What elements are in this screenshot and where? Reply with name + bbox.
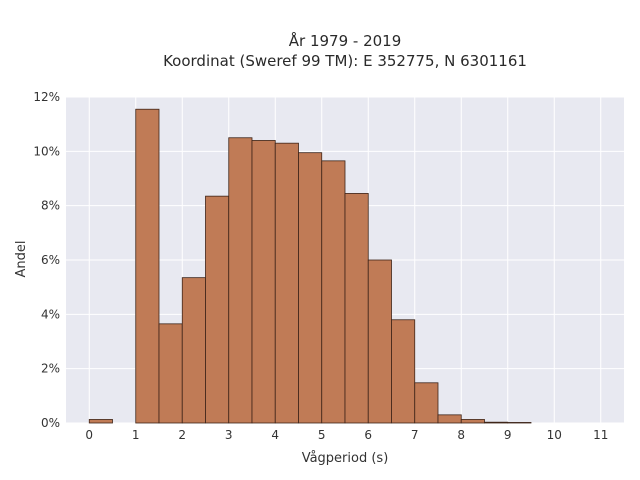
x-tick-label: 6 (364, 428, 372, 442)
histogram-bar (367, 259, 392, 424)
histogram-bar (158, 323, 183, 424)
y-tick-label: 6% (41, 253, 60, 267)
histogram-bar (251, 140, 276, 424)
x-tick-label: 8 (457, 428, 465, 442)
x-tick-label: 11 (593, 428, 608, 442)
histogram-bar (344, 193, 369, 424)
bars (88, 108, 532, 424)
y-tick-label: 4% (41, 307, 60, 321)
histogram-bar (391, 319, 416, 424)
x-tick-label: 7 (411, 428, 419, 442)
y-tick-label: 2% (41, 362, 60, 376)
y-tick-label: 0% (41, 416, 60, 430)
x-tick-labels: 0 1 2 3 4 5 6 7 8 9 10 11 (85, 428, 608, 442)
histogram-bar (228, 137, 253, 424)
y-axis-label: Andel (14, 241, 29, 278)
histogram-bar (484, 421, 509, 424)
x-tick-label: 5 (318, 428, 326, 442)
chart-subtitle: Koordinat (Sweref 99 TM): E 352775, N 63… (163, 52, 527, 70)
histogram-bar (414, 382, 439, 424)
histogram-bar (135, 108, 160, 424)
histogram-bar (274, 142, 299, 424)
y-tick-labels: 0% 2% 4% 6% 8% 10% 12% (33, 90, 60, 430)
x-tick-label: 3 (225, 428, 233, 442)
histogram-bar (205, 195, 230, 424)
histogram-bar (321, 160, 346, 424)
x-tick-label: 10 (547, 428, 562, 442)
x-tick-label: 0 (85, 428, 93, 442)
chart-title: År 1979 - 2019 (289, 31, 402, 50)
x-tick-label: 9 (504, 428, 512, 442)
y-tick-label: 10% (33, 144, 60, 158)
x-tick-label: 1 (132, 428, 140, 442)
histogram-bar (181, 277, 206, 424)
y-tick-label: 8% (41, 199, 60, 213)
x-axis-label: Vågperiod (s) (302, 451, 389, 466)
x-tick-label: 4 (271, 428, 279, 442)
histogram-bar (298, 152, 323, 424)
histogram-bar (507, 422, 532, 424)
histogram-bar (88, 419, 113, 424)
histogram-bar (460, 419, 485, 424)
y-tick-label: 12% (33, 90, 60, 104)
x-tick-label: 2 (178, 428, 186, 442)
histogram-bar (437, 414, 462, 424)
